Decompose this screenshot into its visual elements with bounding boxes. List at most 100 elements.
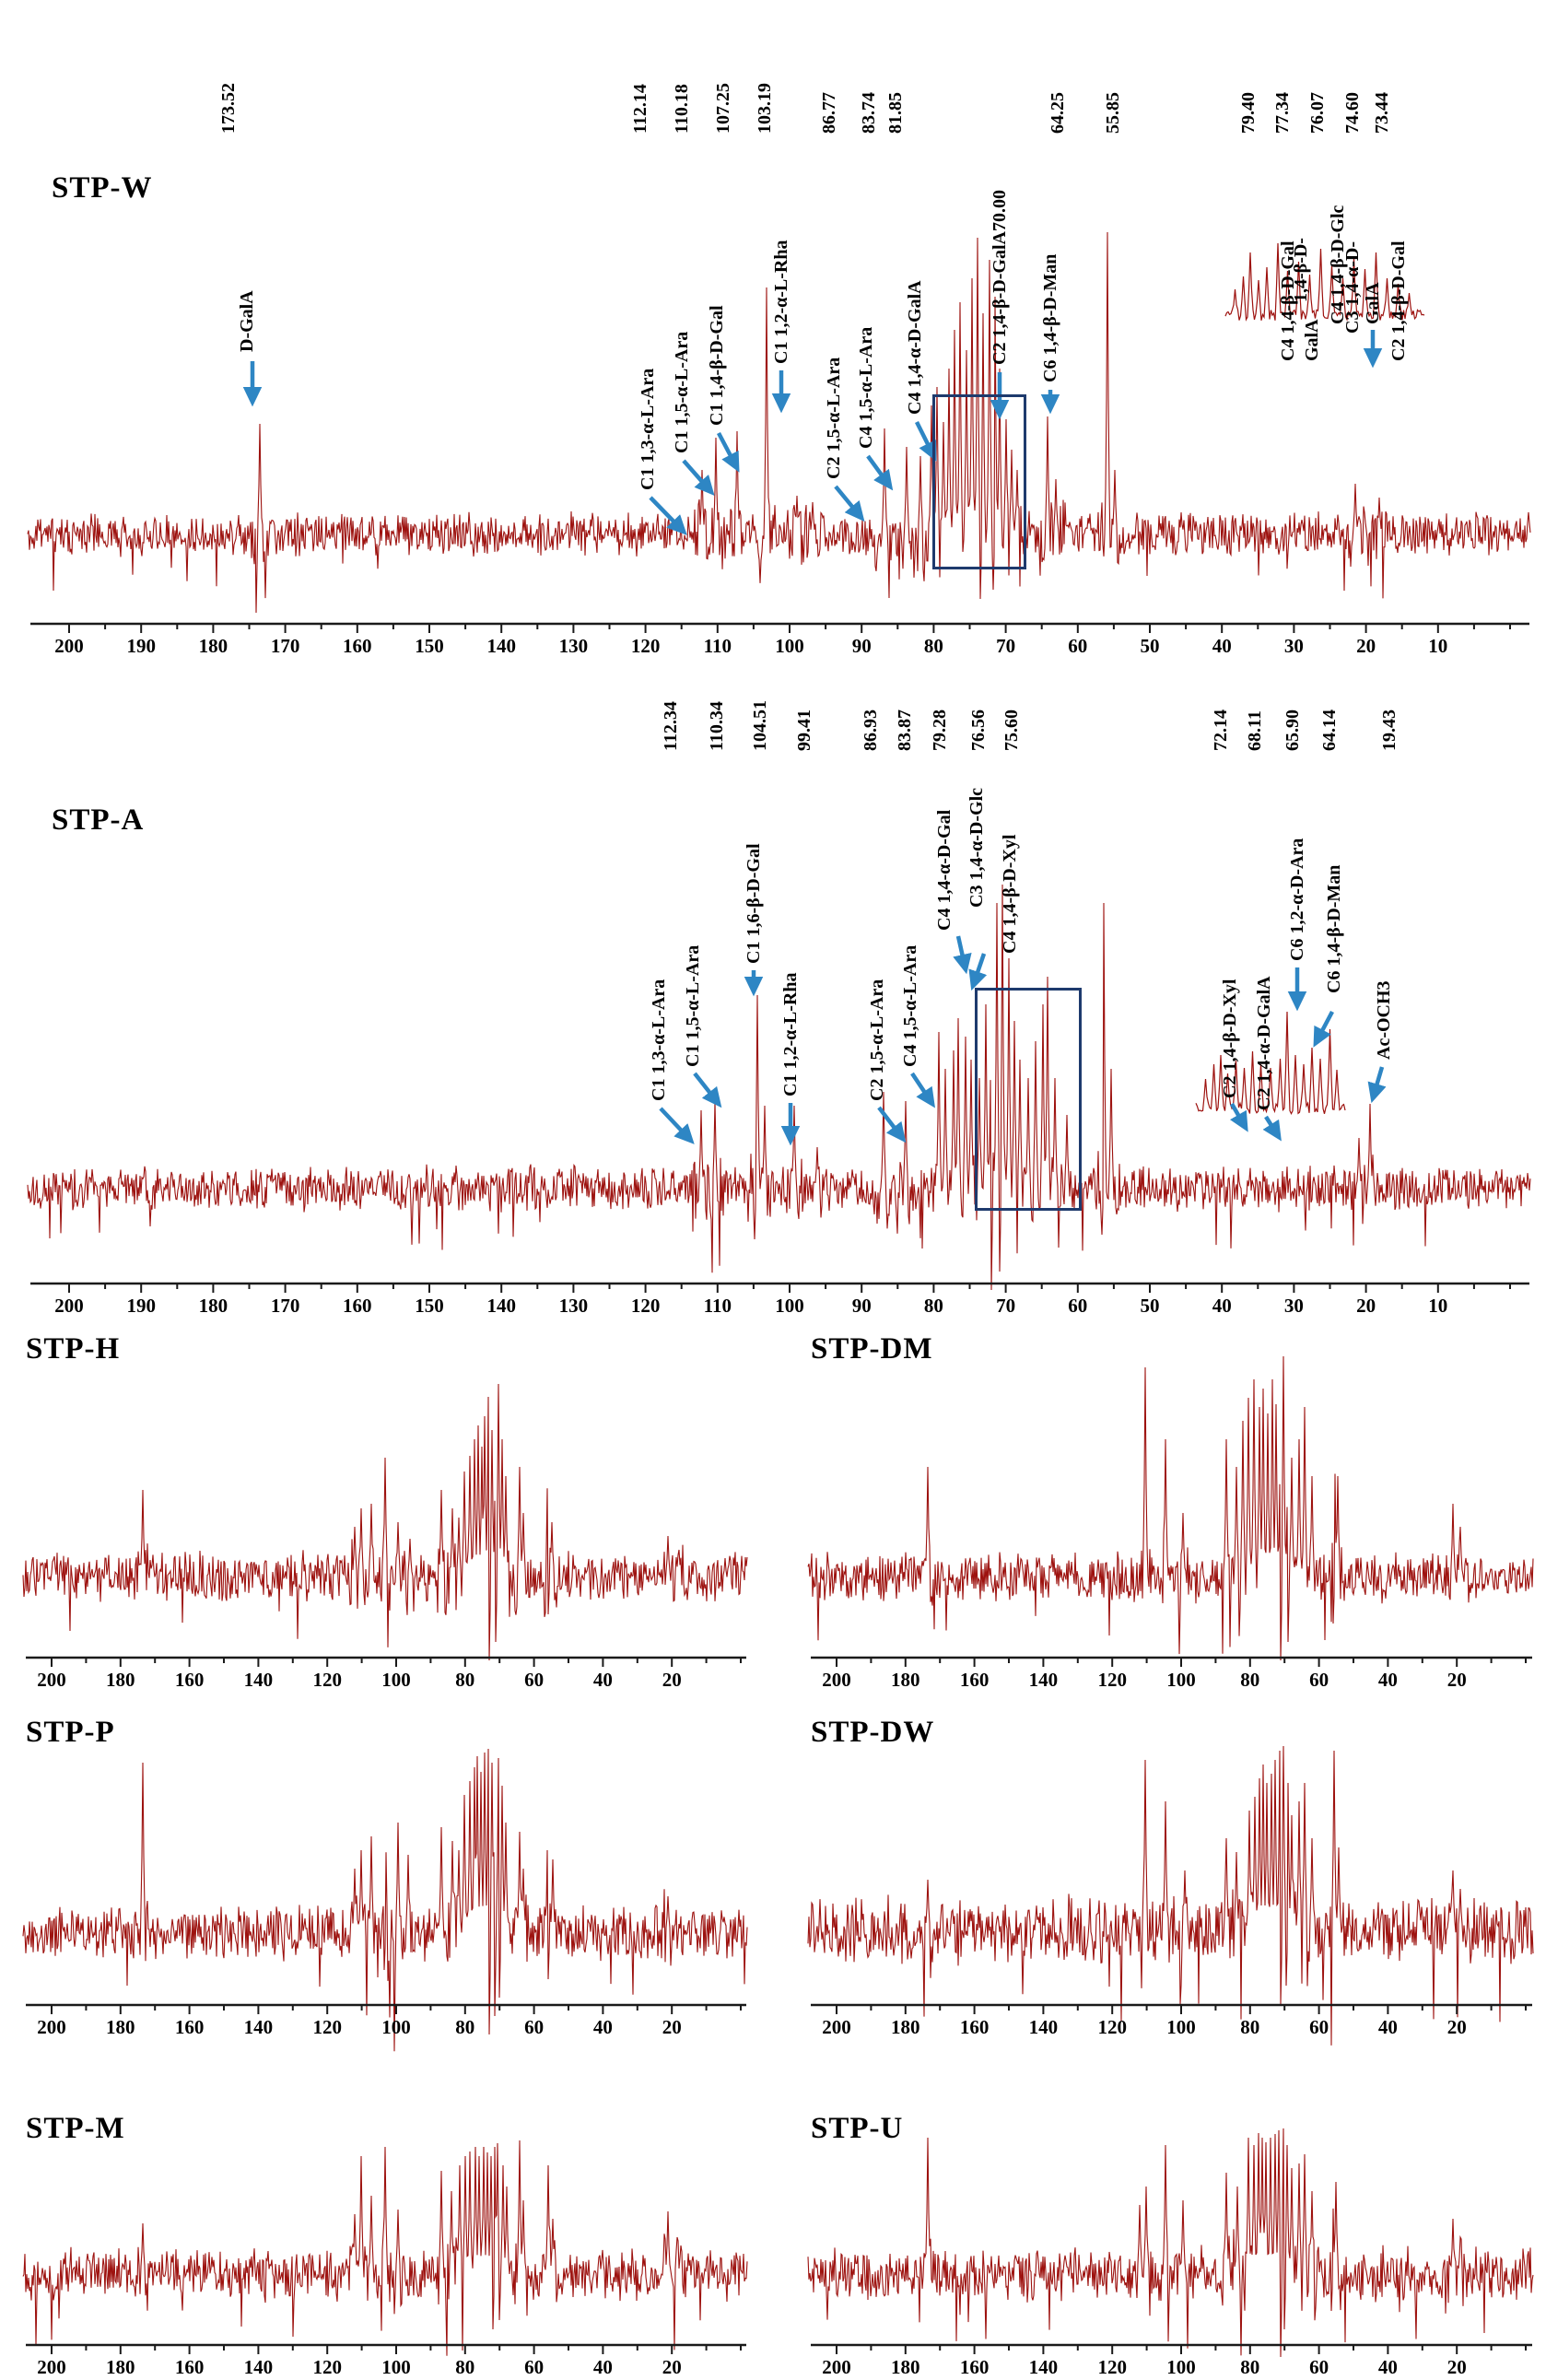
peak-assignment-label: C4 1,5-α-L-Ara (856, 326, 876, 449)
peak-assignment-label: C6 1,2-α-D-Ara (1287, 838, 1307, 961)
axis-tick-label: 160 (175, 2016, 205, 2038)
peak-arrow-icon (866, 454, 894, 491)
peak-value-label: 81.85 (885, 92, 906, 134)
peak-assignment-label: C4 1,4-α-D-Gal (934, 809, 955, 931)
axis-tick-label: 180 (891, 2356, 920, 2378)
axis-tick-label: 120 (312, 1669, 342, 1691)
stp-p-spectrum-trace (22, 1748, 748, 2052)
peak-assignment-label: C2 1,4-β-D-Gal (1388, 240, 1409, 361)
axis-tick-label: 180 (106, 2016, 135, 2038)
stp-dm-spectrum-trace (807, 1355, 1534, 1661)
axis-tick-label: 80 (924, 1295, 943, 1317)
peak-arrow-icon (968, 953, 988, 991)
peak-assignment-label: C3 1,4-α-D-Glc (966, 787, 987, 908)
peak-assignment-label: C4 1,4-β-D-Xyl (1000, 834, 1020, 954)
axis-tick-label: 20 (1447, 2356, 1467, 2378)
peak-value-label: 103.19 (755, 83, 775, 134)
peak-arrow-icon (953, 935, 972, 975)
stp-dw-spectrum-trace (807, 1745, 1534, 2046)
peak-arrow-icon (717, 431, 740, 473)
axis-tick-label: 110 (704, 635, 732, 657)
axis-tick-label: 10 (1428, 635, 1447, 657)
axis-tick-label: 180 (106, 2356, 135, 2378)
axis-tick-label: 50 (1141, 1295, 1160, 1317)
axis-tick-label: 160 (960, 2016, 990, 2038)
axis-tick-label: 140 (486, 1295, 516, 1317)
axis-tick-label: 200 (37, 1669, 66, 1691)
peak-arrow-icon (834, 485, 865, 522)
axis-tick-label: 160 (343, 1295, 372, 1317)
axis-tick-label: 140 (1029, 2356, 1059, 2378)
axis-tick-label: 200 (822, 1669, 851, 1691)
peak-arrow-icon (659, 1107, 695, 1144)
stp-a-spectrum-trace (27, 884, 1531, 1291)
axis-tick-label: 140 (1029, 2016, 1059, 2038)
axis-tick-label: 130 (559, 635, 589, 657)
axis-tick-label: 170 (271, 635, 300, 657)
axis-tick-label: 80 (1240, 2356, 1259, 2378)
axis-tick-label: 100 (1166, 1669, 1196, 1691)
peak-arrow-icon (682, 459, 715, 497)
stp-u-spectrum-trace (807, 2128, 1534, 2358)
axis-tick-label: 60 (1068, 635, 1087, 657)
axis-tick-label: 200 (37, 2016, 66, 2038)
peak-value-label: 99.41 (794, 709, 814, 751)
peak-assignment-label: C6 1,4-β-D-Man (1040, 253, 1060, 382)
axis-tick-label: 130 (559, 1295, 589, 1317)
peak-assignment-label: C1 1,2-α-L-Rha (771, 240, 791, 365)
peak-value-label: 64.25 (1048, 92, 1068, 134)
axis-tick-label: 60 (524, 2356, 544, 2378)
peak-assignment-label: C1 1,6-β-D-Gal (744, 843, 764, 964)
axis-tick-label: 160 (960, 1669, 990, 1691)
peak-value-label: 74.60 (1342, 92, 1363, 134)
axis-tick-label: 30 (1284, 635, 1304, 657)
peak-arrow-icon (1262, 1115, 1282, 1142)
peak-value-label: 79.40 (1238, 92, 1259, 134)
peak-value-label: 110.18 (672, 84, 692, 134)
axis-tick-label: 140 (244, 2016, 274, 2038)
axis-tick-label: 60 (1068, 1295, 1087, 1317)
axis-tick-label: 180 (199, 635, 228, 657)
axis-tick-label: 90 (852, 635, 872, 657)
axis-tick-label: 120 (312, 2356, 342, 2378)
axis-tick-label: 80 (455, 2016, 474, 2038)
peak-value-label: 55.85 (1103, 92, 1123, 134)
axis-tick-label: 80 (455, 1669, 474, 1691)
stp-u-title: STP-U (811, 2112, 904, 2145)
axis-tick-label: 90 (852, 1295, 872, 1317)
axis-tick-label: 80 (924, 635, 943, 657)
axis-tick-label: 80 (1240, 1669, 1259, 1691)
stp-dw-title: STP-DW (811, 1716, 935, 1749)
stp-a-title: STP-A (52, 803, 145, 837)
stp-dm-title: STP-DM (811, 1332, 933, 1366)
axis-tick-label: 20 (1356, 1295, 1376, 1317)
axis-tick-label: 80 (455, 2356, 474, 2378)
axis-tick-label: 100 (1166, 2016, 1196, 2038)
peak-arrow-icon (910, 1072, 935, 1108)
axis-tick-label: 80 (1240, 2016, 1259, 2038)
axis-tick-label: 200 (54, 1295, 84, 1317)
peak-arrow-icon (877, 1106, 907, 1143)
peak-assignment-label: C2 1,4-α-D-GalA (1254, 976, 1274, 1110)
axis-tick-label: 110 (704, 1295, 732, 1317)
axis-tick-label: 200 (822, 2016, 851, 2038)
peak-value-label: 110.34 (707, 701, 727, 751)
axis-tick-label: 50 (1141, 635, 1160, 657)
peak-assignment-label: C4 1,4-α-D-GalA (905, 280, 925, 415)
peak-value-label: 19.43 (1379, 709, 1400, 751)
peak-assignment-label: C1 1,2-α-L-Rha (780, 972, 801, 1097)
axis-tick-label: 150 (415, 635, 444, 657)
axis-tick-label: 150 (415, 1295, 444, 1317)
axis-tick-label: 170 (271, 1295, 300, 1317)
axis-tick-label: 30 (1284, 1295, 1304, 1317)
axis-tick-label: 180 (106, 1669, 135, 1691)
peak-assignment-label: C1 1,3-α-L-Ara (638, 368, 658, 490)
axis-tick-label: 120 (1097, 2356, 1127, 2378)
peak-value-label: 104.51 (750, 700, 770, 751)
peak-assignment-label: C1 1,3-α-L-Ara (649, 979, 669, 1101)
axis-tick-label: 100 (381, 2016, 411, 2038)
peak-assignment-label: D-GalA (237, 290, 257, 352)
peak-assignment-label: Ac-OCH3 (1374, 980, 1394, 1060)
axis-tick-label: 190 (126, 1295, 156, 1317)
